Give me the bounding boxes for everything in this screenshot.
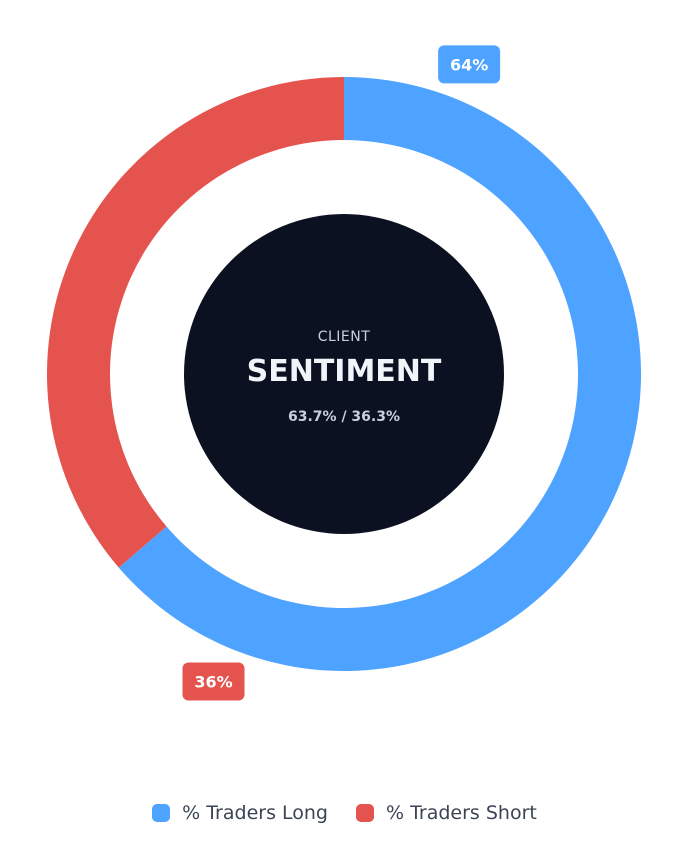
slice-traders-long[interactable] xyxy=(118,77,642,671)
slice-label-text: 36% xyxy=(194,672,232,691)
center-caption: CLIENT xyxy=(318,329,371,345)
legend-item-traders-short[interactable]: % Traders Short xyxy=(355,802,537,824)
donut-slices xyxy=(47,77,642,671)
slice-labels: 64% 36% xyxy=(182,45,501,701)
slice-label-long: 64% xyxy=(438,45,501,84)
chart-legend: % Traders Long % Traders Short xyxy=(0,802,689,824)
legend-item-traders-long[interactable]: % Traders Long xyxy=(152,802,328,824)
slice-label-badge xyxy=(182,662,245,701)
legend-swatch-long xyxy=(152,804,171,822)
legend-label-long: % Traders Long xyxy=(182,802,328,824)
center-subtitle: 63.7% / 36.3% xyxy=(288,409,400,425)
center-title: SENTIMENT xyxy=(247,354,442,389)
slice-label-short: 36% xyxy=(182,662,245,701)
center-disc xyxy=(184,214,504,534)
slice-traders-short[interactable] xyxy=(47,77,345,568)
legend-swatch-short xyxy=(355,804,374,822)
slice-label-text: 64% xyxy=(450,55,488,74)
legend-label-short: % Traders Short xyxy=(385,802,537,824)
slice-label-badge xyxy=(438,45,501,84)
